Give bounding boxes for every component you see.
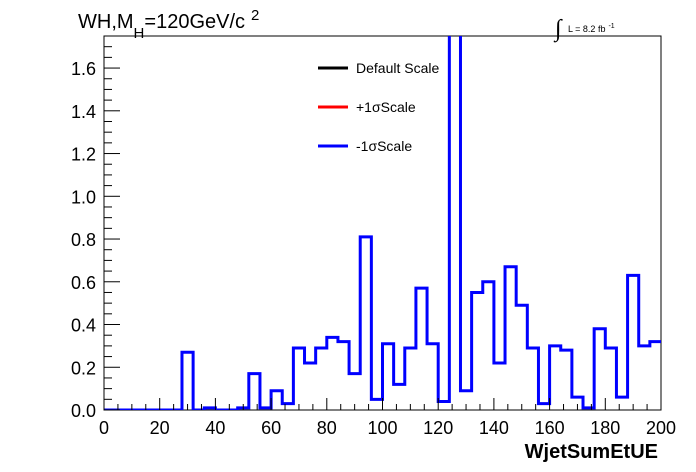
x-tick-label: 80: [317, 418, 337, 438]
x-tick-label: 200: [646, 418, 676, 438]
y-axis: 0.0 0.2 0.4 0.6 0.8 1.0 1.2 1.4 1.6: [71, 35, 120, 421]
luminosity-label: ∫ L = 8.2 fb -1: [553, 16, 615, 43]
x-tick-label: 120: [423, 418, 453, 438]
integral-sign: ∫: [553, 16, 563, 43]
x-axis: 0 20 40 60 80 100 120 140 160 180 200: [99, 398, 676, 438]
series-line: [104, 36, 661, 410]
luminosity-text: L = 8.2 fb: [568, 24, 605, 34]
x-tick-label: 140: [479, 418, 509, 438]
plot-area: [104, 36, 661, 410]
x-tick-label: 100: [367, 418, 397, 438]
svg-text:WH,MH=120GeV/c2: WH,MH=120GeV/c 2: [78, 7, 259, 42]
title-main: WH,M: [78, 11, 134, 33]
y-tick-label: 1.6: [71, 59, 96, 79]
y-tick-label: 0.0: [71, 401, 96, 421]
y-tick-label: 0.8: [71, 230, 96, 250]
title-rest: =120GeV/c: [144, 11, 245, 33]
svg-text:L = 8.2 fb-1: L = 8.2 fb -1: [568, 23, 615, 34]
title-superscript: 2: [251, 7, 259, 24]
legend-label: -1σScale: [356, 138, 412, 154]
x-tick-label: 20: [150, 418, 170, 438]
y-tick-label: 1.4: [71, 102, 96, 122]
x-tick-label: 180: [590, 418, 620, 438]
legend: Default Scale +1σScale -1σScale: [318, 60, 439, 154]
x-axis-title: WjetSumEtUE: [525, 441, 658, 463]
title-subscript: H: [134, 25, 145, 42]
y-tick-label: 1.0: [71, 187, 96, 207]
x-tick-label: 40: [205, 418, 225, 438]
chart-title: WH,MH=120GeV/c 2: [78, 7, 259, 42]
y-tick-label: 0.2: [71, 358, 96, 378]
y-tick-label: 0.6: [71, 273, 96, 293]
y-tick-label: 1.2: [71, 145, 96, 165]
y-tick-label: 0.4: [71, 316, 96, 336]
legend-label: Default Scale: [356, 60, 439, 76]
x-tick-label: 160: [535, 418, 565, 438]
x-tick-label: 0: [99, 418, 109, 438]
x-tick-label: 60: [261, 418, 281, 438]
legend-label: +1σScale: [356, 99, 416, 115]
luminosity-superscript: -1: [608, 23, 614, 30]
